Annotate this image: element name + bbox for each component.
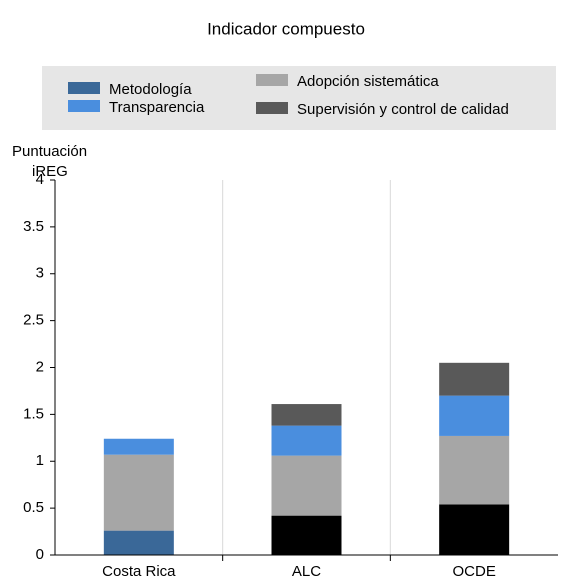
bar-segment [439,435,510,505]
y-tick-label: 3.5 [23,218,44,235]
bar-segment [271,455,342,516]
bar-segment [439,362,510,396]
legend-swatch [256,74,288,86]
bar-segment [271,515,342,555]
bar-segment [103,530,174,555]
y-tick-label: 1.5 [23,405,44,422]
bar-segment [271,404,342,426]
x-tick-label: Costa Rica [102,563,176,580]
legend-box [42,66,556,130]
y-axis-label: iREG [32,163,68,180]
y-tick-label: 3 [36,265,44,282]
legend-swatch [256,102,288,114]
y-tick-label: 2 [36,358,44,375]
legend-swatch [68,100,100,112]
y-tick-label: 1 [36,452,44,469]
bar-segment [439,504,510,555]
legend-label: Supervisión y control de calidad [297,101,509,118]
y-axis-label: Puntuación [12,143,87,160]
x-tick-label: OCDE [452,563,495,580]
bar-segment [103,454,174,531]
y-tick-label: 4 [36,171,44,188]
y-tick-label: 0.5 [23,499,44,516]
chart-title: Indicador compuesto [207,19,365,38]
y-tick-label: 0 [36,546,44,563]
y-tick-label: 2.5 [23,312,44,329]
legend-swatch [68,82,100,94]
bar-segment [439,395,510,436]
x-tick-label: ALC [292,563,321,580]
legend-label: Metodología [109,81,192,98]
legend-label: Transparencia [109,99,205,116]
bar-segment [271,425,342,456]
bar-segment [103,438,174,455]
legend-label: Adopción sistemática [297,73,439,90]
